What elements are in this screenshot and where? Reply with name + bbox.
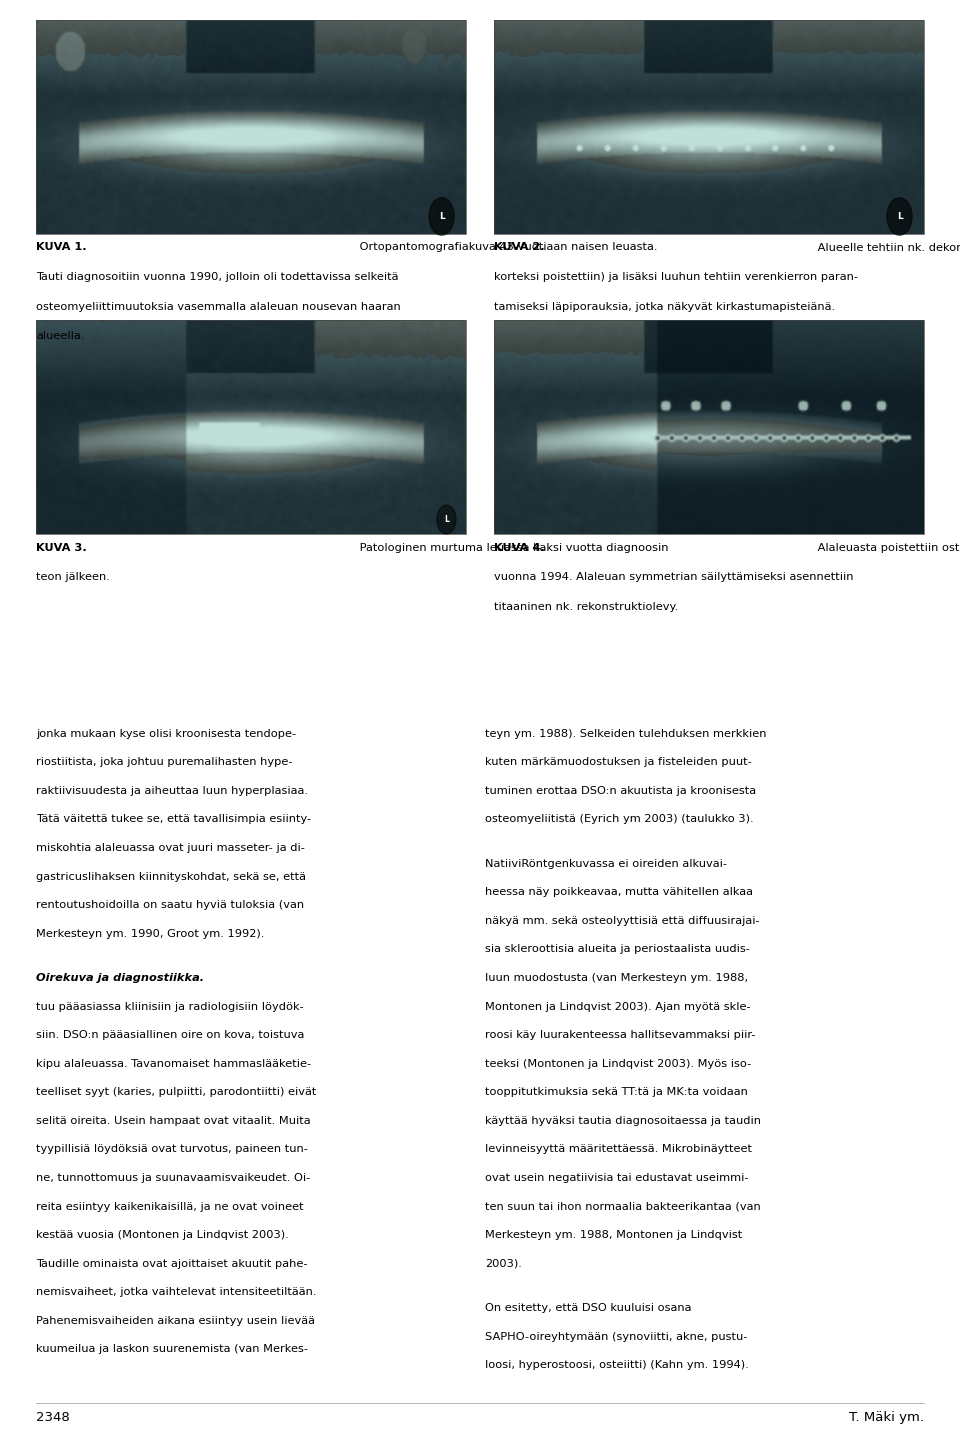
Text: Taudille ominaista ovat ajoittaiset akuutit pahe-: Taudille ominaista ovat ajoittaiset akuu… xyxy=(36,1258,308,1268)
Text: titaaninen nk. rekonstruktiolevy.: titaaninen nk. rekonstruktiolevy. xyxy=(494,602,679,612)
Text: KUVA 3.: KUVA 3. xyxy=(36,543,87,553)
Text: rentoutushoidoilla on saatu hyviä tuloksia (van: rentoutushoidoilla on saatu hyviä tuloks… xyxy=(36,900,304,911)
Text: KUVA 4.: KUVA 4. xyxy=(494,543,545,553)
Text: luun muodostusta (van Merkesteyn ym. 1988,: luun muodostusta (van Merkesteyn ym. 198… xyxy=(485,973,748,983)
Text: teon jälkeen.: teon jälkeen. xyxy=(36,571,110,582)
Text: heessa näy poikkeavaa, mutta vähitellen alkaa: heessa näy poikkeavaa, mutta vähitellen … xyxy=(485,887,753,898)
Bar xyxy=(36,320,466,534)
Text: Tätä väitettä tukee se, että tavallisimpia esiinty-: Tätä väitettä tukee se, että tavallisimp… xyxy=(36,814,312,824)
Text: Oirekuva ja diagnostiikka.: Oirekuva ja diagnostiikka. xyxy=(36,973,204,983)
Text: 2003).: 2003). xyxy=(485,1258,521,1268)
Text: Montonen ja Lindqvist 2003). Ajan myötä skle-: Montonen ja Lindqvist 2003). Ajan myötä … xyxy=(485,1001,751,1012)
Text: Pahenemisvaiheiden aikana esiintyy usein lievää: Pahenemisvaiheiden aikana esiintyy usein… xyxy=(36,1316,316,1326)
Text: On esitetty, että DSO kuuluisi osana: On esitetty, että DSO kuuluisi osana xyxy=(485,1303,691,1313)
Text: tyypillisiä löydöksiä ovat turvotus, paineen tun-: tyypillisiä löydöksiä ovat turvotus, pai… xyxy=(36,1144,308,1154)
Text: Merkesteyn ym. 1988, Montonen ja Lindqvist: Merkesteyn ym. 1988, Montonen ja Lindqvi… xyxy=(485,1229,742,1240)
Text: Patologinen murtuma leuassa kaksi vuotta diagnoosin: Patologinen murtuma leuassa kaksi vuotta… xyxy=(356,543,668,553)
Text: tuminen erottaa DSO:n akuutista ja kroonisesta: tuminen erottaa DSO:n akuutista ja kroon… xyxy=(485,786,756,797)
Text: KUVA 1.: KUVA 1. xyxy=(36,242,87,253)
Bar xyxy=(36,20,466,234)
Text: NatiiviRöntgenkuvassa ei oireiden alkuvai-: NatiiviRöntgenkuvassa ei oireiden alkuva… xyxy=(485,859,727,869)
Text: siin. DSO:n pääasiallinen oire on kova, toistuva: siin. DSO:n pääasiallinen oire on kova, … xyxy=(36,1030,305,1040)
Text: miskohtia alaleuassa ovat juuri masseter- ja di-: miskohtia alaleuassa ovat juuri masseter… xyxy=(36,843,305,853)
Text: L: L xyxy=(439,212,444,221)
Text: käyttää hyväksi tautia diagnosoitaessa ja taudin: käyttää hyväksi tautia diagnosoitaessa j… xyxy=(485,1115,760,1126)
Text: näkyä mm. sekä osteolyyttisiä että diffuusirajai-: näkyä mm. sekä osteolyyttisiä että diffu… xyxy=(485,916,759,926)
Text: 2348: 2348 xyxy=(36,1411,70,1424)
Text: korteksi poistettiin) ja lisäksi luuhun tehtiin verenkierron paran-: korteksi poistettiin) ja lisäksi luuhun … xyxy=(494,271,858,281)
Text: Ortopantomografiakuva 43-vuotiaan naisen leuasta.: Ortopantomografiakuva 43-vuotiaan naisen… xyxy=(356,242,658,253)
Text: osteomyeliittimuutoksia vasemmalla alaleuan nousevan haaran: osteomyeliittimuutoksia vasemmalla alale… xyxy=(36,302,401,312)
Text: Alaleuasta poistettiin osteomyeliitin tuhoama alue: Alaleuasta poistettiin osteomyeliitin tu… xyxy=(814,543,960,553)
Text: Tauti diagnosoitiin vuonna 1990, jolloin oli todettavissa selkeitä: Tauti diagnosoitiin vuonna 1990, jolloin… xyxy=(36,271,399,281)
Text: roosi käy luurakenteessa hallitsevammaksi piir-: roosi käy luurakenteessa hallitsevammaks… xyxy=(485,1030,756,1040)
Text: tooppitutkimuksia sekä TT:tä ja MK:ta voidaan: tooppitutkimuksia sekä TT:tä ja MK:ta vo… xyxy=(485,1087,748,1097)
Text: Alueelle tehtiin nk. dekortikaatioleikkaus (ulkoinen: Alueelle tehtiin nk. dekortikaatioleikka… xyxy=(814,242,960,253)
Text: L: L xyxy=(444,515,449,524)
Text: kipu alaleuassa. Tavanomaiset hammaslääketie-: kipu alaleuassa. Tavanomaiset hammaslääk… xyxy=(36,1059,312,1069)
Text: kuumeilua ja laskon suurenemista (van Merkes-: kuumeilua ja laskon suurenemista (van Me… xyxy=(36,1345,308,1355)
Text: teelliset syyt (karies, pulpiitti, parodontiitti) eivät: teelliset syyt (karies, pulpiitti, parod… xyxy=(36,1087,317,1097)
Bar xyxy=(494,20,924,234)
Text: tamiseksi läpiporauksia, jotka näkyvät kirkastumapisteiänä.: tamiseksi läpiporauksia, jotka näkyvät k… xyxy=(494,302,835,312)
Text: ne, tunnottomuus ja suunavaamisvaikeudet. Oi-: ne, tunnottomuus ja suunavaamisvaikeudet… xyxy=(36,1173,311,1183)
Text: levinneisyyttä määritettäessä. Mikrobinäytteet: levinneisyyttä määritettäessä. Mikrobinä… xyxy=(485,1144,752,1154)
Text: teyn ym. 1988). Selkeiden tulehduksen merkkien: teyn ym. 1988). Selkeiden tulehduksen me… xyxy=(485,729,766,739)
Text: T. Mäki ym.: T. Mäki ym. xyxy=(849,1411,924,1424)
Text: riostiitista, joka johtuu puremalihasten hype-: riostiitista, joka johtuu puremalihasten… xyxy=(36,758,293,768)
Text: SAPHO-oireyhtymään (synoviitti, akne, pustu-: SAPHO-oireyhtymään (synoviitti, akne, pu… xyxy=(485,1332,747,1342)
Text: sia skleroottisia alueita ja periostaalista uudis-: sia skleroottisia alueita ja periostaali… xyxy=(485,944,750,954)
Text: raktiivisuudesta ja aiheuttaa luun hyperplasiaa.: raktiivisuudesta ja aiheuttaa luun hyper… xyxy=(36,786,308,797)
Text: ovat usein negatiivisia tai edustavat useimmi-: ovat usein negatiivisia tai edustavat us… xyxy=(485,1173,748,1183)
Text: vuonna 1994. Alaleuan symmetrian säilyttämiseksi asennettiin: vuonna 1994. Alaleuan symmetrian säilytt… xyxy=(494,571,853,582)
Text: alueella.: alueella. xyxy=(36,332,84,341)
Text: nemisvaiheet, jotka vaihtelevat intensiteetiltään.: nemisvaiheet, jotka vaihtelevat intensit… xyxy=(36,1287,317,1297)
Text: jonka mukaan kyse olisi kroonisesta tendope-: jonka mukaan kyse olisi kroonisesta tend… xyxy=(36,729,297,739)
Circle shape xyxy=(887,198,912,235)
Text: reita esiintyy kaikenikaisillä, ja ne ovat voineet: reita esiintyy kaikenikaisillä, ja ne ov… xyxy=(36,1202,304,1212)
Text: Merkesteyn ym. 1990, Groot ym. 1992).: Merkesteyn ym. 1990, Groot ym. 1992). xyxy=(36,929,265,939)
Text: L: L xyxy=(897,212,902,221)
Text: ten suun tai ihon normaalia bakteerikantaa (van: ten suun tai ihon normaalia bakteerikant… xyxy=(485,1202,760,1212)
Text: teeksi (Montonen ja Lindqvist 2003). Myös iso-: teeksi (Montonen ja Lindqvist 2003). Myö… xyxy=(485,1059,751,1069)
Text: kuten märkämuodostuksen ja fisteleiden puut-: kuten märkämuodostuksen ja fisteleiden p… xyxy=(485,758,752,768)
Text: osteomyeliitistä (Eyrich ym 2003) (taulukko 3).: osteomyeliitistä (Eyrich ym 2003) (taulu… xyxy=(485,814,754,824)
Circle shape xyxy=(437,505,456,534)
Text: gastricuslihaksen kiinnityskohdat, sekä se, että: gastricuslihaksen kiinnityskohdat, sekä … xyxy=(36,872,306,882)
Text: KUVA 2.: KUVA 2. xyxy=(494,242,545,253)
Text: selitä oireita. Usein hampaat ovat vitaalit. Muita: selitä oireita. Usein hampaat ovat vitaa… xyxy=(36,1115,311,1126)
Text: tuu pääasiassa kliinisiin ja radiologisiin löydök-: tuu pääasiassa kliinisiin ja radiologisi… xyxy=(36,1001,304,1012)
Circle shape xyxy=(429,198,454,235)
Text: kestää vuosia (Montonen ja Lindqvist 2003).: kestää vuosia (Montonen ja Lindqvist 200… xyxy=(36,1229,289,1240)
Bar xyxy=(494,320,924,534)
Text: loosi, hyperostoosi, osteiitti) (Kahn ym. 1994).: loosi, hyperostoosi, osteiitti) (Kahn ym… xyxy=(485,1361,749,1371)
